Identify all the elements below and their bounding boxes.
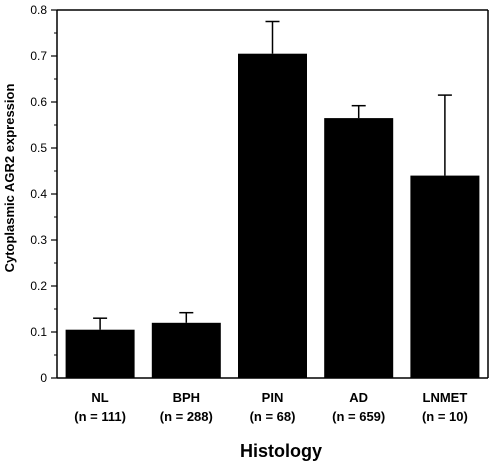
y-tick-label: 0.6 <box>30 95 47 109</box>
x-sample-size-label: (n = 288) <box>160 409 213 424</box>
y-tick-label: 0.7 <box>30 49 47 63</box>
bar <box>238 53 307 378</box>
y-tick-label: 0.5 <box>30 141 47 155</box>
x-category-label: AD <box>349 390 368 405</box>
x-category-label: NL <box>91 390 108 405</box>
y-tick-label: 0.2 <box>30 279 47 293</box>
bar <box>65 329 135 378</box>
labels-layer: 0 0.1 0.2 0.3 0.4 0.5 0.6 0.7 0.8 NL (n = 111) BPH (… <box>30 3 468 424</box>
x-category-label: PIN <box>262 390 284 405</box>
y-axis-title: Cytoplasmic AGR2 expression <box>2 84 17 273</box>
bar <box>324 118 394 378</box>
bar <box>410 175 480 378</box>
x-sample-size-label: (n = 10) <box>422 409 468 424</box>
bars-layer <box>65 20 480 378</box>
x-axis-title: Histology <box>240 441 322 461</box>
x-sample-size-label: (n = 659) <box>332 409 385 424</box>
bar <box>151 322 221 378</box>
y-tick-label: 0.4 <box>30 187 47 201</box>
x-sample-size-label: (n = 68) <box>250 409 296 424</box>
x-category-label: BPH <box>173 390 200 405</box>
y-tick-label: 0.8 <box>30 3 47 17</box>
x-category-label: LNMET <box>423 390 468 405</box>
y-tick-label: 0.1 <box>30 325 47 339</box>
y-tick-label: 0.3 <box>30 233 47 247</box>
y-tick-label: 0 <box>40 371 47 385</box>
x-sample-size-label: (n = 111) <box>74 409 126 424</box>
